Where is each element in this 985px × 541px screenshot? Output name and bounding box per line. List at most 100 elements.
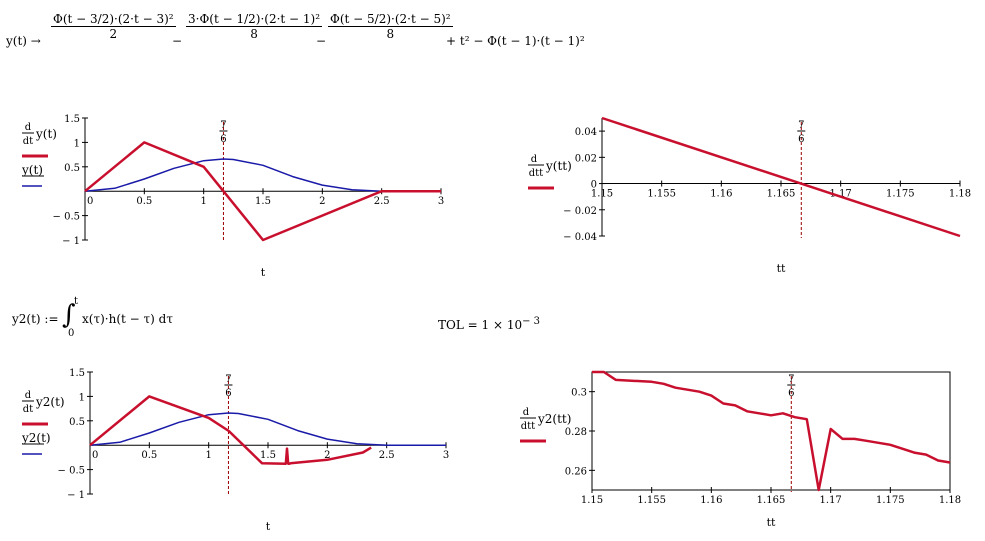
x-tick-label: 1.155 [637, 495, 666, 506]
tol-definition: TOL = 1 × 10− 3 [438, 316, 540, 332]
marker-label-num: 7 [798, 120, 804, 131]
formula-y-lhs: y(t) → [6, 34, 41, 48]
x-tick-label: 1.165 [757, 495, 786, 506]
y-tick-label: 1 [74, 138, 80, 149]
x-tick-label: 0.5 [141, 450, 157, 461]
integral-lower: 0 [68, 328, 75, 339]
integral-upper: t [74, 296, 79, 307]
integral-body: x(τ)·h(t − τ) dτ [82, 312, 173, 326]
legend-function-label: y2(t) [21, 431, 51, 445]
chart-2-svg: 1.15 1.155 1.16 1.165 1.17 1.175 1.18 0.04 0.02 0… [528, 116, 971, 275]
integral-sign: ∫ [62, 300, 76, 330]
x-tick-label: 1.16 [700, 495, 722, 506]
legend-dt: dtt [521, 421, 535, 432]
legend-d: d [25, 122, 32, 133]
x-tick-label: 0.5 [136, 196, 152, 207]
legend-dt: dt [23, 404, 33, 415]
term3-numerator: Φ(t − 5/2)·(2·t − 5)² [328, 12, 453, 27]
series-line-function [84, 158, 441, 192]
x-tick-label: 2.5 [379, 450, 395, 461]
term1-denominator: 2 [109, 27, 118, 41]
series-line-function [89, 412, 446, 446]
legend-derivative-label: y(t) [35, 127, 57, 141]
formula-y-term3: Φ(t − 5/2)·(2·t − 5)² 8 [328, 12, 453, 41]
marker-label-num: 7 [788, 374, 794, 385]
y-tick-label: 0.04 [575, 127, 597, 138]
legend-d: d [25, 390, 32, 401]
x-tick-label: 1.16 [710, 189, 732, 200]
x-axis-label: t [261, 266, 266, 279]
y-tick-label: 0.5 [64, 163, 80, 174]
x-tick-label: 2 [319, 196, 325, 207]
series-line-derivative [592, 370, 951, 492]
series-line-derivative [601, 116, 961, 238]
x-tick-label: 3 [438, 196, 444, 207]
y-tick-label: − 1 [67, 490, 85, 501]
plot-frame [591, 371, 951, 491]
chart-3-svg: 0 0.5 1 1.5 2 2.5 31.510.5− 0.5− 1t76ddty2(t)y… [21, 368, 449, 533]
y-tick-label: 1.5 [64, 114, 80, 125]
y-tick-label: 1 [79, 392, 85, 403]
y-tick-label: 1.5 [69, 368, 85, 379]
marker-label-den: 6 [220, 134, 226, 145]
series-line-derivative [84, 141, 441, 242]
x-tick-label: 1 [200, 196, 206, 207]
minus-2: − [316, 34, 327, 48]
x-tick-label: 0 [87, 196, 93, 207]
legend-function-label: y(t) [21, 163, 43, 177]
formula-y2: y2(t) := ∫ t 0 x(τ)·h(t − τ) dτ [12, 296, 232, 340]
term2-denominator: 8 [250, 27, 258, 41]
y-tick-label: − 0.5 [53, 212, 80, 223]
y-tick-label: 0.28 [565, 427, 587, 438]
x-tick-label: 0 [92, 450, 98, 461]
legend-derivative-label: y2(t) [35, 395, 65, 409]
x-tick-label: 2.5 [374, 196, 390, 207]
x-tick-label: 1.175 [876, 495, 905, 506]
formula-y2-lhs: y2(t) := [12, 312, 59, 326]
series-line-derivative [89, 395, 372, 465]
tol-text: TOL = 1 × 10 [438, 318, 523, 332]
y-tick-label: 0.5 [69, 417, 85, 428]
x-tick-label: 1.155 [647, 189, 676, 200]
x-tick-label: 1.17 [820, 495, 842, 506]
y-tick-label: − 1 [62, 236, 80, 247]
chart-1[interactable]: 0 0.5 1 1.5 2 2.5 3 1.5 1 0.5− 0.5− 1 t 7 6 d dt y(t) y(… [0, 100, 460, 280]
marker-label-den: 6 [788, 388, 794, 399]
x-tick-label: 1.175 [886, 189, 915, 200]
x-tick-label: 1.5 [255, 196, 271, 207]
marker-label-num: 7 [225, 374, 231, 385]
y-tick-label: − 0.04 [563, 232, 597, 243]
y-tick-label: 0.26 [565, 466, 587, 477]
y-tick-label: 0 [591, 180, 597, 191]
legend-d: d [523, 407, 530, 418]
x-tick-label: 1.15 [591, 189, 613, 200]
formula-y-tail: + t² − Φ(t − 1)·(t − 1)² [446, 34, 585, 48]
x-axis-label: t [266, 520, 271, 533]
marker-label-num: 7 [220, 120, 226, 131]
marker-label-den: 6 [798, 134, 804, 145]
term3-denominator: 8 [386, 27, 395, 41]
marker-label-den: 6 [225, 388, 231, 399]
x-tick-label: 1.17 [830, 189, 852, 200]
chart-4-svg: 1.15 1.155 1.16 1.165 1.17 1.175 1.18 0.3 0.28 0.… [520, 370, 961, 529]
y-tick-label: − 0.5 [58, 466, 85, 477]
x-tick-label: 1.18 [949, 189, 971, 200]
term1-numerator: Φ(t − 3/2)·(2·t − 3)² [51, 12, 176, 27]
x-tick-label: 1 [205, 450, 211, 461]
tol-exponent: − 3 [522, 316, 541, 327]
chart-1-svg: 0 0.5 1 1.5 2 2.5 31.510.5− 0.5− 1t76ddty(t)y(… [21, 114, 444, 279]
chart-3[interactable]: 0 0.5 1 1.5 2 2.5 3 1.5 1 0.5− 0.5− 1 t 7 6 d dt y2(t) y… [0, 360, 460, 540]
chart-4[interactable]: 1.15 1.155 1.16 1.165 1.17 1.175 1.18 0.3 0.28 0.… [510, 360, 985, 540]
x-tick-label: 1.5 [260, 450, 276, 461]
x-tick-label: 2 [324, 450, 330, 461]
x-axis-label: tt [777, 262, 786, 275]
y-tick-label: 0.02 [575, 153, 597, 164]
legend-dt: dtt [529, 168, 543, 179]
x-tick-label: 1.18 [939, 495, 961, 506]
minus-1: − [172, 34, 183, 48]
chart-2[interactable]: 1.15 1.155 1.16 1.165 1.17 1.175 1.18 0.04 0.02 0… [520, 100, 985, 280]
y-tick-label: 0.3 [571, 388, 587, 399]
legend-dt: dt [23, 136, 33, 147]
term2-numerator: 3·Φ(t − 1/2)·(2·t − 1)² [186, 12, 323, 27]
legend-derivative-label: y2(tt) [537, 412, 571, 426]
